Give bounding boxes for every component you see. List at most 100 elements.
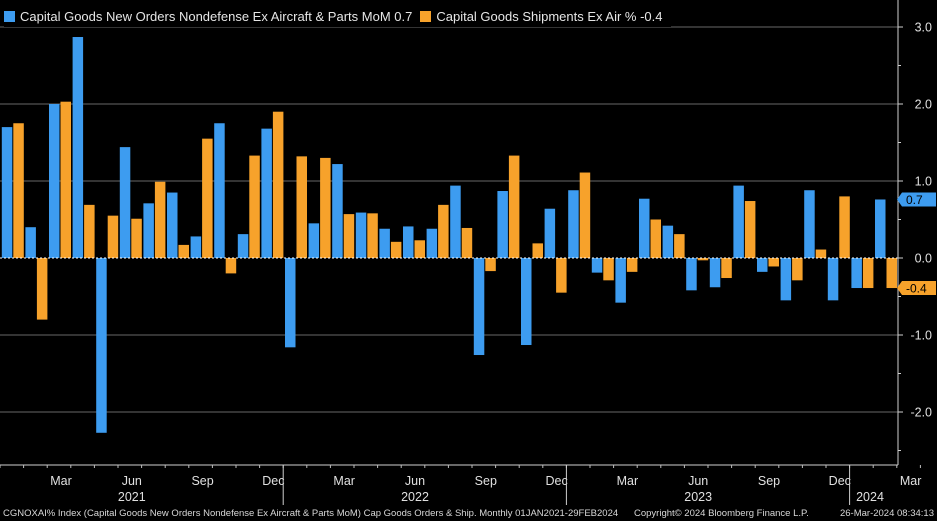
footer-copyright: Copyright© 2024 Bloomberg Finance L.P. — [634, 507, 809, 519]
bar-shipments — [390, 241, 402, 258]
legend-swatch-new-orders — [4, 10, 15, 22]
x-year-label: 2023 — [684, 490, 712, 504]
bar-shipments — [178, 244, 189, 258]
x-tick-label: Dec — [545, 474, 567, 488]
y-axis: 3.0 2.0 1.0 0.0 -1.0 -2.0 0.7 -0.4 — [897, 0, 936, 465]
last-value-tag-shape — [897, 281, 936, 296]
x-tick-label: Mar — [333, 474, 355, 488]
bar-new-orders — [804, 190, 815, 258]
bar-new-orders — [568, 190, 579, 258]
bar-new-orders — [167, 192, 178, 258]
bar-new-orders — [355, 212, 367, 258]
x-year-label: 2022 — [401, 490, 429, 504]
bar-shipments — [320, 157, 331, 258]
bar-shipments — [202, 138, 213, 258]
legend-label-new-orders: Capital Goods New Orders Nondefense Ex A… — [20, 8, 413, 24]
bar-series — [1, 37, 897, 433]
bar-new-orders — [237, 234, 249, 258]
y-tick-label: -2.0 — [910, 406, 932, 420]
bar-new-orders — [780, 258, 792, 301]
y-tick-label: 1.0 — [915, 175, 932, 189]
x-tick-label: Jun — [405, 474, 425, 488]
bar-shipments — [626, 258, 638, 272]
bar-shipments — [721, 258, 732, 279]
bar-new-orders — [497, 191, 508, 258]
bar-shipments — [60, 101, 71, 258]
x-tick-label: Mar — [900, 474, 922, 488]
bar-shipments — [225, 258, 237, 274]
last-value-tag-label: 0.7 — [906, 193, 923, 207]
bar-shipments — [414, 240, 425, 258]
bar-new-orders — [473, 258, 485, 356]
bar-shipments — [674, 234, 685, 258]
bar-new-orders — [544, 208, 556, 258]
bar-shipments — [107, 215, 119, 258]
bar-shipments — [815, 249, 827, 258]
x-tick-label: Jun — [688, 474, 708, 488]
bar-new-orders — [308, 223, 320, 258]
legend-swatch-shipments — [420, 10, 432, 22]
bar-shipments — [532, 243, 543, 258]
bar-new-orders — [450, 185, 461, 258]
bar-new-orders — [143, 203, 154, 258]
bar-new-orders — [190, 236, 202, 258]
bar-shipments — [768, 258, 779, 267]
footer-source: CGNOXAI% Index (Capital Goods New Orders… — [3, 507, 619, 519]
bar-new-orders — [96, 258, 107, 433]
x-tick-label: Sep — [475, 474, 497, 488]
footer-timestamp: 26-Mar-2024 08:34:13 — [839, 507, 934, 519]
bar-new-orders — [662, 225, 674, 258]
last-value-tag-shape — [897, 192, 936, 207]
bar-shipments — [886, 258, 897, 289]
bar-new-orders — [72, 37, 84, 259]
x-tick-label: Sep — [191, 474, 213, 488]
x-year-label: 2021 — [118, 490, 146, 504]
bar-shipments — [839, 196, 850, 258]
bar-new-orders — [426, 228, 438, 258]
legend-label-shipments: Capital Goods Shipments Ex Air % -0.4 — [436, 8, 663, 24]
last-value-tag: -0.4 — [897, 281, 936, 296]
bar-shipments — [485, 258, 496, 272]
bar-shipments — [296, 156, 307, 258]
y-tick-label: -1.0 — [910, 329, 932, 343]
bar-new-orders — [332, 164, 343, 258]
bar-new-orders — [615, 258, 626, 303]
bar-new-orders — [379, 228, 390, 258]
bar-new-orders — [851, 258, 862, 289]
bar-shipments — [13, 123, 24, 258]
bar-new-orders — [25, 227, 36, 258]
bar-new-orders — [639, 198, 650, 258]
bar-shipments — [862, 258, 874, 289]
footer: CGNOXAI% Index (Capital Goods New Orders… — [0, 505, 937, 521]
legend-item-shipments: Capital Goods Shipments Ex Air % -0.4 — [420, 8, 663, 24]
bar-new-orders — [591, 258, 603, 273]
y-tick-label: 2.0 — [915, 98, 932, 112]
bar-shipments — [36, 258, 48, 320]
bar-new-orders — [709, 258, 721, 288]
bar-shipments — [249, 155, 260, 258]
last-value-tag-label: -0.4 — [906, 282, 927, 296]
bar-new-orders — [261, 128, 272, 258]
bar-new-orders — [827, 258, 839, 301]
bar-shipments — [697, 258, 709, 261]
bar-shipments — [579, 172, 591, 258]
bar-shipments — [154, 181, 166, 258]
bar-shipments — [792, 258, 803, 281]
bar-shipments — [461, 227, 473, 258]
bar-new-orders — [757, 258, 768, 272]
bar-shipments — [603, 258, 614, 281]
bar-shipments — [367, 213, 378, 258]
x-tick-label: Mar — [50, 474, 72, 488]
bar-shipments — [744, 201, 756, 258]
x-tick-label: Mar — [617, 474, 639, 488]
x-axis: Mar Jun Sep Dec Mar Jun Sep Dec Mar Jun Sep Dec Mar 2… — [0, 464, 922, 505]
x-tick-label: Jun — [122, 474, 142, 488]
x-tick-label: Dec — [829, 474, 851, 488]
bar-shipments — [84, 204, 95, 258]
bar-new-orders — [733, 185, 744, 258]
bar-new-orders — [119, 147, 131, 258]
legend: Capital Goods New Orders Nondefense Ex A… — [4, 5, 671, 27]
bar-shipments — [438, 204, 449, 258]
bar-new-orders — [686, 258, 697, 291]
